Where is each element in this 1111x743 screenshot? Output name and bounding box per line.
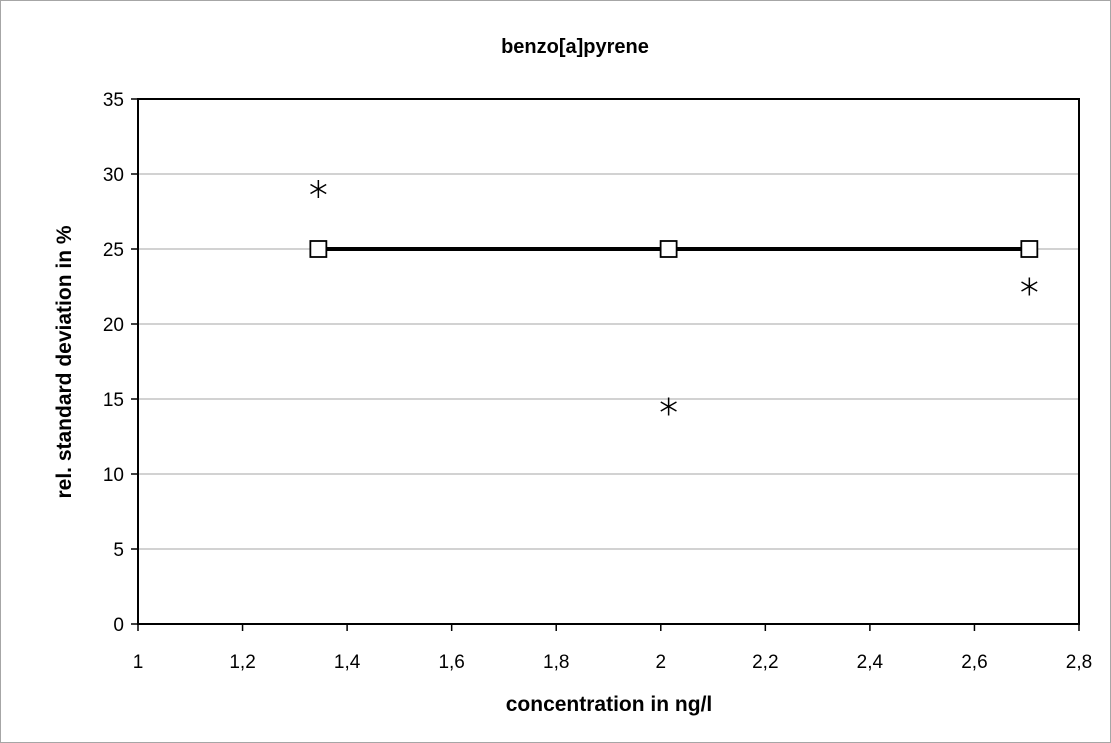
chart-title: benzo[a]pyrene: [501, 36, 649, 58]
x-axis-ticks: 1 1,2 1,4 1,6 1,8 2 2,2 2,4 2,6 2,8: [133, 624, 1092, 673]
x-tick-label: 2: [655, 652, 666, 673]
plot-area-frame: [137, 98, 1080, 625]
y-axis-title: rel. standard deviation in %: [53, 225, 76, 498]
y-tick-label: 30: [103, 165, 124, 186]
grid-lines: [138, 173, 1079, 550]
square-marker: [1020, 240, 1039, 258]
x-tick-label: 2,4: [857, 652, 884, 673]
series-1: [310, 180, 1038, 416]
series-2: [309, 240, 1039, 258]
asterisk-marker: [1021, 277, 1038, 296]
x-tick-label: 1,6: [438, 652, 464, 673]
y-tick-label: 25: [103, 240, 124, 261]
y-tick-label: 5: [113, 540, 124, 561]
x-tick-label: 1: [133, 652, 144, 673]
asterisk-marker: [660, 397, 677, 416]
y-tick-label: 15: [103, 390, 124, 411]
series-group: [309, 180, 1039, 416]
x-axis-title: concentration in ng/l: [506, 693, 713, 716]
x-tick-label: 2,6: [961, 652, 987, 673]
y-tick-label: 0: [113, 615, 124, 636]
x-tick-label: 2,2: [752, 652, 778, 673]
square-marker: [309, 240, 328, 258]
x-tick-label: 1,2: [229, 652, 255, 673]
square-marker: [659, 240, 678, 258]
y-tick-label: 20: [103, 315, 124, 336]
y-axis-ticks: 0 5 10 15 20 25 30 35: [103, 90, 138, 636]
x-tick-label: 1,4: [334, 652, 361, 673]
x-tick-label: 1,8: [543, 652, 569, 673]
x-tick-label: 2,8: [1066, 652, 1092, 673]
y-tick-label: 35: [103, 90, 124, 111]
asterisk-marker: [310, 180, 327, 198]
y-tick-label: 10: [103, 465, 124, 486]
